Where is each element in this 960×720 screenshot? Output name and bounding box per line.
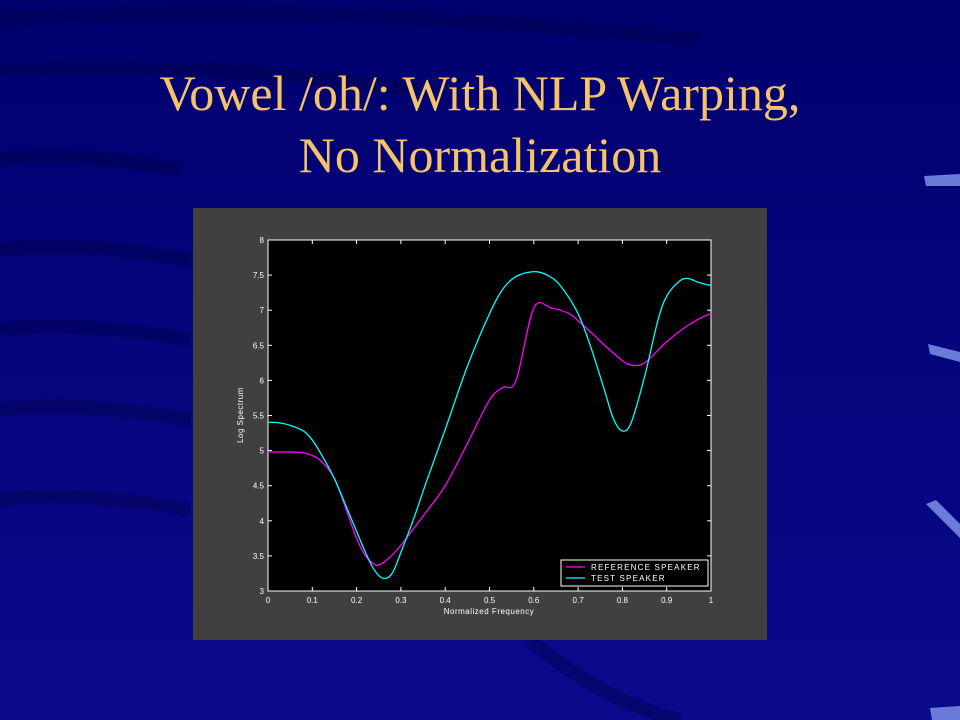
x-tick-label: 0.5 (484, 596, 496, 605)
x-tick-label: 0 (266, 596, 271, 605)
y-tick-label: 3.5 (253, 552, 265, 561)
x-tick-label: 1 (709, 596, 714, 605)
x-tick-label: 0.3 (395, 596, 407, 605)
x-tick-label: 0.9 (661, 596, 673, 605)
y-tick-label: 4 (260, 517, 265, 526)
x-tick-label: 0.7 (573, 596, 585, 605)
y-tick-label: 6 (260, 376, 265, 385)
x-tick-label: 0.1 (307, 596, 319, 605)
accent-stripes (924, 174, 960, 720)
y-axis-title: Log Spectrum (236, 387, 245, 443)
legend-label-reference: REFERENCE SPEAKER (591, 563, 701, 572)
y-axis-ticks: 3 3.5 4 4.5 5 5.5 6 6.5 7 7.5 8 (253, 236, 711, 596)
legend-label-test: TEST SPEAKER (591, 574, 666, 583)
slide-title-line-1: Vowel /oh/: With NLP Warping, (159, 65, 801, 121)
y-tick-label: 5 (260, 447, 265, 456)
y-tick-label: 7.5 (253, 271, 265, 280)
y-tick-label: 4.5 (253, 482, 265, 491)
slide-title-line-2: No Normalization (298, 127, 662, 183)
plot-area (267, 239, 712, 592)
legend: REFERENCE SPEAKER TEST SPEAKER (560, 559, 709, 587)
legend-box (560, 559, 709, 587)
series-line-test-speaker (267, 270, 712, 580)
x-tick-label: 0.4 (440, 596, 452, 605)
figure-panel: 0 0.1 0.2 0.3 0.4 0.5 0.6 0.7 0.8 0.9 1 3 3.5 4 4.5 5 5… (193, 208, 767, 640)
x-tick-label: 0.2 (351, 596, 363, 605)
y-tick-label: 5.5 (253, 412, 265, 421)
x-tick-label: 0.8 (617, 596, 629, 605)
slide-title: Vowel /oh/: With NLP Warping, No Normali… (0, 62, 960, 186)
series-layer (267, 270, 712, 580)
y-tick-label: 6.5 (253, 341, 265, 350)
x-axis-ticks: 0 0.1 0.2 0.3 0.4 0.5 0.6 0.7 0.8 0.9 1 (266, 240, 714, 605)
y-tick-label: 7 (260, 306, 265, 315)
x-tick-label: 0.6 (528, 596, 540, 605)
x-axis-title: Normalized Frequency (444, 607, 534, 616)
y-tick-label: 8 (260, 236, 265, 245)
log-spectrum-chart: 0 0.1 0.2 0.3 0.4 0.5 0.6 0.7 0.8 0.9 1 3 3.5 4 4.5 5 5… (236, 236, 714, 616)
y-tick-label: 3 (260, 587, 265, 596)
